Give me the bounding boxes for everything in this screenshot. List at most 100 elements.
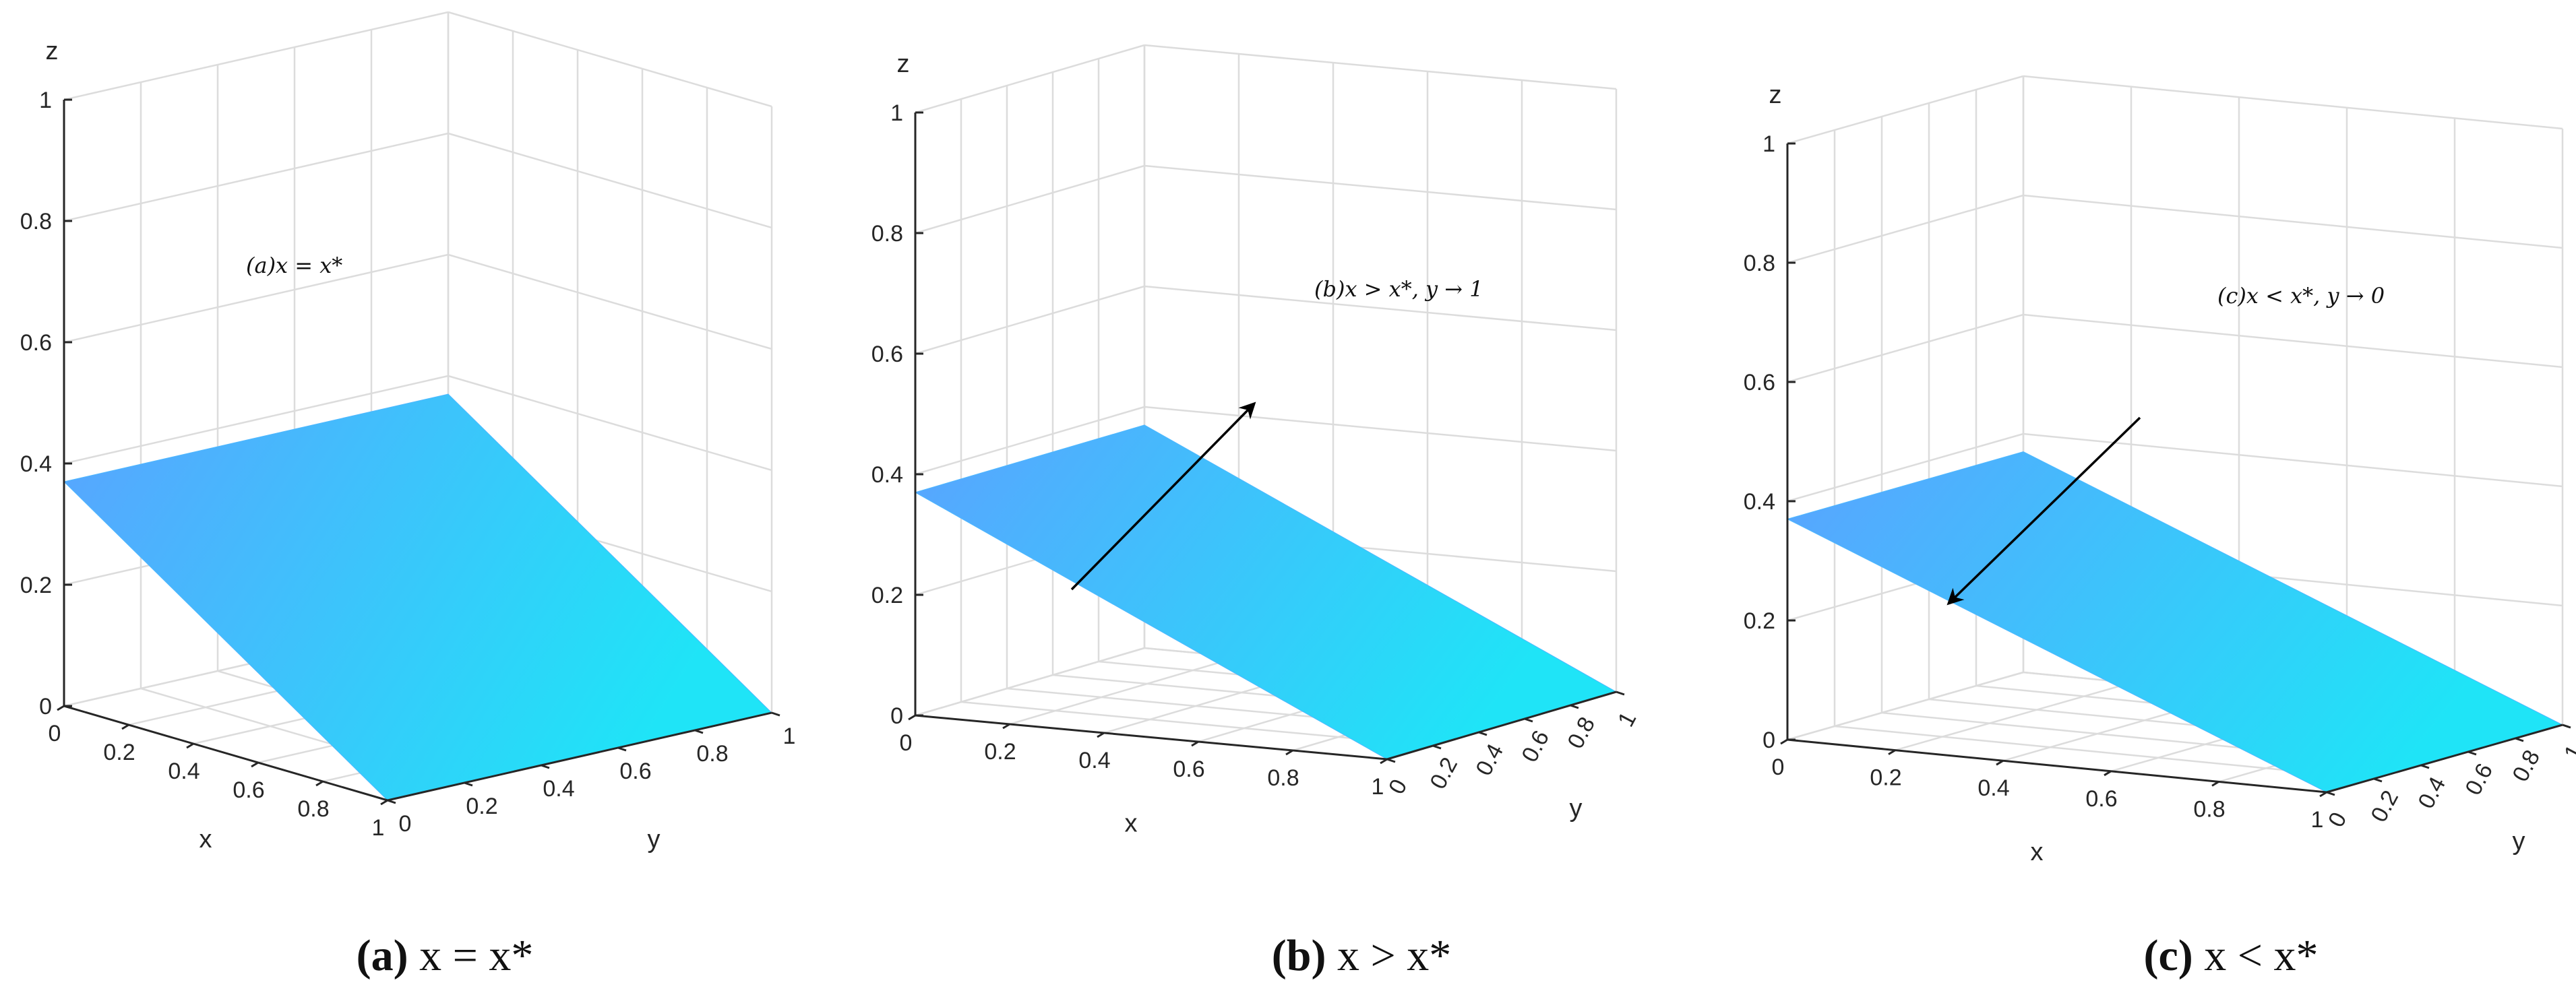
x-axis-title-a: x (200, 825, 212, 854)
y-tick-label-c-5: 1 (2559, 741, 2576, 765)
caption-c: (c) x < x* (2144, 931, 2319, 980)
y-tick-a-5 (771, 711, 780, 717)
grid-wally-z-2 (1144, 406, 1617, 452)
y-tick-a-1 (464, 781, 473, 787)
annotation-c: (c)x < x*, y → 0 (2217, 283, 2385, 309)
y-tick-c-2 (2420, 764, 2430, 769)
x-axis-title-c: x (2031, 838, 2044, 866)
x-tick-c-3 (2104, 770, 2112, 777)
z-tick-label-c-3: 0.6 (1744, 370, 1775, 395)
x-tick-label-b-0: 0 (900, 730, 913, 756)
x-tick-c-5 (2319, 791, 2327, 798)
x-tick-label-a-1: 0.2 (103, 740, 135, 765)
y-tick-a-3 (617, 746, 627, 752)
x-tick-b-2 (1097, 732, 1105, 738)
annotation-a: (a)x = x* (246, 253, 342, 278)
grid-wally-z-4 (1144, 164, 1617, 211)
x-tick-label-b-5: 1 (1372, 774, 1384, 800)
z-tick-label-c-2: 0.4 (1744, 489, 1775, 515)
y-tick-label-b-3: 0.6 (1516, 726, 1554, 767)
y-tick-label-a-4: 0.8 (696, 741, 728, 767)
y-tick-label-a-3: 0.6 (619, 759, 651, 784)
grid-wallx-z-5 (63, 11, 449, 101)
x-tick-label-c-4: 0.8 (2193, 796, 2225, 822)
grid-wallx-z-3 (915, 285, 1145, 355)
grid-wallx-z-4 (915, 164, 1145, 234)
y-tick-label-a-1: 0.2 (466, 794, 497, 819)
z-tick-label-a-4: 0.8 (20, 209, 52, 234)
grid-wallx-z-4 (1787, 194, 2024, 264)
annotation-b: (b)x > x*, y → 1 (1314, 276, 1483, 302)
y-tick-label-c-1: 0.2 (2366, 786, 2403, 827)
x-tick-a-4 (315, 780, 324, 787)
z-tick-label-a-3: 0.6 (20, 330, 52, 356)
grid-wally-z-4 (2023, 194, 2563, 249)
z-tick-label-c-0: 0 (1762, 728, 1775, 753)
x-tick-label-b-4: 0.8 (1267, 765, 1299, 791)
y-tick-c-5 (2562, 724, 2571, 729)
y-axis-title-a: y (648, 825, 661, 854)
x-tick-label-c-0: 0 (1772, 755, 1785, 780)
x-tick-label-c-3: 0.6 (2085, 786, 2117, 812)
x-tick-b-5 (1380, 758, 1388, 765)
grid-wallx-z-2 (1787, 432, 2024, 503)
z-tick-label-b-5: 1 (890, 100, 903, 126)
caption-a: (a) x = x* (357, 931, 534, 980)
z-tick-label-a-0: 0 (39, 694, 52, 719)
z-tick-label-b-2: 0.4 (871, 462, 903, 488)
x-tick-label-a-2: 0.4 (168, 759, 200, 784)
caption-text-b: x > x* (1326, 931, 1451, 980)
y-tick-b-2 (1478, 731, 1488, 736)
x-tick-label-b-2: 0.4 (1078, 748, 1110, 773)
x-tick-label-a-5: 1 (372, 815, 385, 841)
y-tick-c-4 (2515, 737, 2524, 742)
y-tick-b-5 (1616, 691, 1625, 696)
caption-text-c: x < x* (2193, 931, 2319, 980)
caption-b: (b) x > x* (1272, 931, 1451, 980)
x-tick-b-0 (908, 714, 916, 721)
z-tick-label-c-5: 1 (1762, 131, 1775, 157)
x-tick-a-5 (380, 799, 388, 806)
grid-wally-z-5 (1144, 44, 1617, 90)
y-tick-b-3 (1524, 717, 1533, 723)
grid-wallx-z-5 (915, 44, 1145, 114)
z-tick-label-c-1: 0.2 (1744, 608, 1775, 634)
y-axis-line-a (387, 711, 772, 802)
grid-wally-z-3 (1144, 285, 1617, 331)
y-tick-label-b-4: 0.8 (1562, 713, 1600, 753)
x-tick-label-a-3: 0.6 (233, 777, 264, 803)
z-tick-label-c-4: 0.8 (1744, 251, 1775, 276)
z-tick-label-b-4: 0.8 (871, 221, 903, 247)
x-tick-a-1 (121, 724, 129, 730)
grid-wallx-z-3 (63, 253, 449, 344)
y-tick-label-b-1: 0.2 (1425, 753, 1463, 794)
grid-wallx-z-2 (63, 375, 449, 465)
x-tick-a-0 (57, 705, 65, 711)
y-axis-line-b (1386, 691, 1617, 761)
x-tick-label-a-4: 0.8 (297, 796, 329, 822)
grid-wally-z-5 (448, 11, 772, 108)
grid-wallx-z-5 (1787, 75, 2024, 145)
grid-wally-z-5 (2023, 75, 2563, 130)
z-tick-label-b-0: 0 (890, 703, 903, 729)
x-tick-b-1 (1002, 723, 1010, 730)
y-tick-c-1 (2373, 777, 2383, 783)
x-tick-label-a-0: 0 (49, 721, 61, 746)
caption-tag-c: (c) (2144, 931, 2193, 980)
y-tick-label-c-3: 0.6 (2460, 759, 2498, 800)
y-tick-a-4 (694, 729, 704, 734)
x-tick-label-b-1: 0.2 (984, 739, 1016, 765)
x-tick-label-c-1: 0.2 (1870, 765, 1901, 791)
y-tick-c-0 (2326, 791, 2335, 796)
caption-text-a: x = x* (408, 931, 534, 980)
x-axis-title-b: x (1125, 810, 1138, 838)
x-tick-c-0 (1780, 738, 1788, 745)
grid-wallx-z-0 (1787, 671, 2024, 741)
z-tick-label-a-5: 1 (39, 88, 52, 113)
direction-arrow-b (1070, 402, 1256, 591)
y-tick-label-b-0: 0 (1384, 775, 1412, 799)
y-axis-title-b: y (1570, 794, 1583, 823)
y-tick-label-a-5: 1 (783, 724, 796, 749)
chart-panel-a: 0000.20.20.20.40.40.40.60.60.60.80.80.81… (20, 11, 796, 980)
